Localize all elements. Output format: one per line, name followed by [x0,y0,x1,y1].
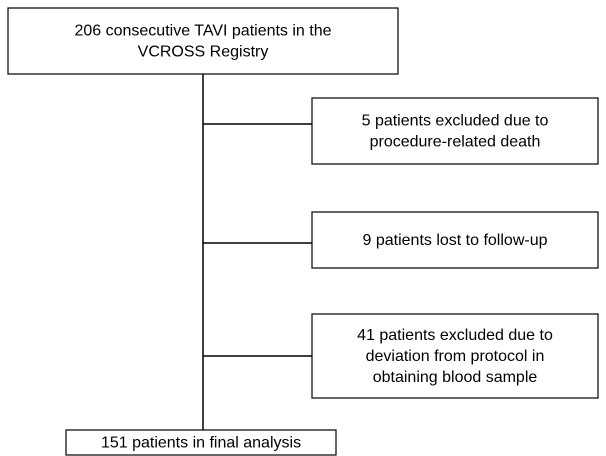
box-text: 9 patients lost to follow-up [363,232,548,249]
box-border [311,97,599,165]
box-border [7,7,399,75]
box-text: deviation from protocol in [366,348,545,365]
box-text: obtaining blood sample [373,369,538,386]
box: 9 patients lost to follow-up [311,211,599,269]
box: 206 consecutive TAVI patients in the VCRO… [7,7,399,75]
box-text: 5 patients excluded due to [362,113,549,130]
box-border [311,211,599,269]
box-text: 206 consecutive TAVI patients in the [74,23,331,40]
box-border [65,429,337,456]
box-border [311,313,599,399]
box: 151 patients in final analysis [65,429,337,456]
boxes: 206 consecutive TAVI patients in the VCRO… [7,7,599,456]
box-text: 41 patients excluded due to [357,327,553,344]
box: 41 patients excluded due to deviation fro… [311,313,599,399]
box-text: VCROSS Registry [138,44,269,61]
box-text: procedure-related death [370,134,541,151]
box-text: 151 patients in final analysis [101,435,301,452]
box: 5 patients excluded due to procedure-rela… [311,97,599,165]
